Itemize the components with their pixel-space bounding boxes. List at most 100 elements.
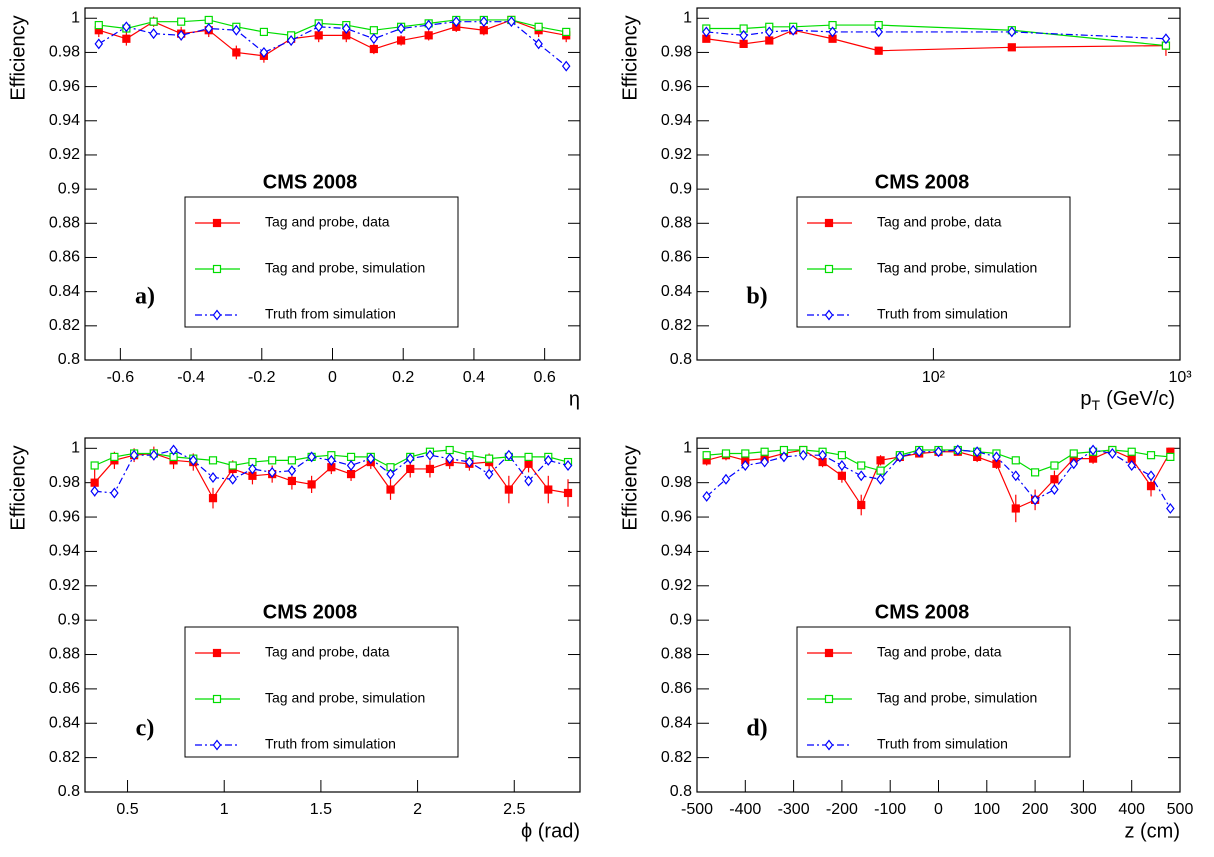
marker xyxy=(779,451,789,463)
x-axis-title: pT (GeV/c) xyxy=(1080,388,1175,412)
marker xyxy=(1166,452,1175,462)
marker xyxy=(561,60,571,72)
y-tick-label: 0.94 xyxy=(49,112,80,129)
marker xyxy=(1127,447,1136,456)
y-tick-label: 0.96 xyxy=(661,508,692,525)
marker xyxy=(563,488,573,498)
marker xyxy=(1030,468,1040,477)
y-tick-label: 0.86 xyxy=(49,249,80,266)
legend-marker xyxy=(824,739,834,751)
marker xyxy=(765,36,774,45)
marker xyxy=(342,23,351,34)
marker xyxy=(484,468,494,480)
x-tick-label: -0.4 xyxy=(177,369,205,386)
y-tick-label: 0.9 xyxy=(670,611,692,628)
marker xyxy=(507,16,516,28)
legend-label: Truth from simulation xyxy=(265,736,396,752)
marker xyxy=(1146,451,1156,460)
x-tick-label: 1.5 xyxy=(310,801,332,818)
y-axis-title: Efficiency xyxy=(619,445,641,530)
y-tick-label: 0.84 xyxy=(49,714,80,731)
marker xyxy=(1088,444,1098,456)
y-axis-title: Efficiency xyxy=(7,445,29,530)
x-tick-label: -0.2 xyxy=(248,369,276,386)
marker xyxy=(721,449,731,458)
marker xyxy=(874,46,883,55)
marker xyxy=(1166,502,1175,514)
marker xyxy=(857,500,866,510)
marker xyxy=(425,464,435,474)
marker xyxy=(818,449,827,461)
marker xyxy=(208,472,218,484)
y-tick-label: 0.82 xyxy=(661,749,692,766)
y-tick-label: 0.98 xyxy=(49,44,80,61)
marker xyxy=(876,473,885,485)
marker xyxy=(228,473,237,485)
legend-marker xyxy=(824,648,834,658)
y-tick-label: 0.86 xyxy=(661,680,692,697)
marker xyxy=(702,490,711,502)
marker xyxy=(534,38,543,50)
marker xyxy=(149,28,158,40)
marker xyxy=(267,466,277,478)
marker xyxy=(1108,447,1117,459)
x-tick-label: 200 xyxy=(1022,801,1049,818)
marker xyxy=(346,452,356,462)
legend-box xyxy=(796,626,1071,758)
x-tick-label: 0.6 xyxy=(534,369,556,386)
marker xyxy=(741,449,750,458)
marker xyxy=(386,468,395,480)
x-tick-label: 400 xyxy=(1118,801,1145,818)
marker xyxy=(287,456,296,465)
marker xyxy=(110,487,119,499)
legend-box xyxy=(184,626,459,758)
legend-marker xyxy=(212,264,222,274)
marker xyxy=(314,31,323,40)
marker xyxy=(524,475,533,487)
y-tick-label: 1 xyxy=(683,440,692,457)
marker xyxy=(760,456,769,468)
legend-marker xyxy=(212,218,222,228)
marker xyxy=(721,473,731,485)
marker xyxy=(828,26,837,38)
y-tick-label: 0.86 xyxy=(49,680,80,697)
x-tick-label: 500 xyxy=(1167,801,1194,818)
marker xyxy=(544,454,553,466)
marker xyxy=(992,451,1001,463)
x-tick-label: 0 xyxy=(934,801,943,818)
marker xyxy=(396,36,406,45)
legend-box xyxy=(796,196,1071,328)
marker xyxy=(739,29,748,41)
marker xyxy=(1161,33,1171,45)
marker xyxy=(1069,449,1078,458)
x-axis-title-suffix: (GeV/c) xyxy=(1106,388,1175,410)
marker xyxy=(876,466,885,475)
marker xyxy=(1088,454,1098,463)
marker xyxy=(876,456,885,465)
annotation: CMS 2008 xyxy=(263,171,358,193)
legend-label: Truth from simulation xyxy=(877,736,1008,752)
marker xyxy=(451,16,461,28)
marker xyxy=(259,46,269,58)
series-line xyxy=(98,19,567,57)
legend-label: Tag and probe, data xyxy=(265,644,390,660)
legend-label: Tag and probe, simulation xyxy=(877,690,1037,706)
y-tick-label: 0.82 xyxy=(661,317,692,334)
x-tick-label: -400 xyxy=(729,801,761,818)
y-tick-label: 0.8 xyxy=(670,783,692,800)
y-tick-label: 0.94 xyxy=(49,543,80,560)
marker xyxy=(760,447,769,456)
marker xyxy=(1011,456,1020,465)
annotation: CMS 2008 xyxy=(875,171,970,193)
marker xyxy=(563,460,573,471)
y-tick-label: 0.94 xyxy=(661,112,692,129)
x-tick-label: 0.2 xyxy=(392,369,414,386)
legend-marker xyxy=(824,694,834,704)
y-tick-label: 0.98 xyxy=(49,474,80,491)
y-tick-label: 0.8 xyxy=(58,351,80,368)
marker xyxy=(895,451,905,463)
series-line xyxy=(706,449,1171,509)
y-tick-label: 0.98 xyxy=(661,44,692,61)
y-tick-label: 0.82 xyxy=(49,749,80,766)
marker xyxy=(232,24,241,36)
